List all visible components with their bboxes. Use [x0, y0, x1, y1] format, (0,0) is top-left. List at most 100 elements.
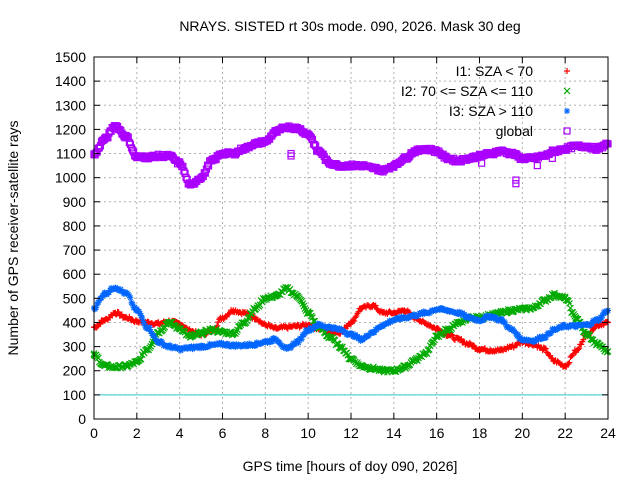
y-tick-label: 1300: [55, 97, 86, 113]
y-tick-label: 900: [63, 194, 87, 210]
plot-frame: [93, 56, 609, 420]
data-point-i3: [95, 299, 102, 306]
data-point-i1: [576, 345, 583, 352]
data-point-i1: [225, 310, 232, 317]
x-tick-label: 2: [133, 425, 141, 441]
x-tick-label: 8: [261, 425, 269, 441]
data-point-i3: [558, 324, 565, 331]
data-point-i3: [183, 343, 190, 350]
y-axis-label: Number of GPS receiver-satellite rays: [5, 121, 21, 356]
data-point-i3: [105, 289, 112, 296]
data-point-i3: [93, 304, 100, 311]
data-point-i1: [470, 342, 477, 349]
data-point-i3: [502, 319, 509, 326]
data-point-i3: [342, 329, 349, 336]
data-point-i3: [152, 335, 159, 342]
data-point-i2: [588, 336, 596, 344]
data-point-i2: [143, 346, 150, 353]
outlier-point-global: [478, 159, 486, 167]
data-point-i3: [268, 338, 275, 345]
y-tick-label: 400: [63, 314, 87, 330]
y-tick-label: 1400: [55, 73, 86, 89]
data-point-i3: [150, 332, 157, 339]
data-point-i1: [372, 302, 379, 309]
x-tick-label: 10: [300, 425, 316, 441]
data-point-i3: [594, 316, 601, 323]
data-point-i2: [287, 289, 295, 297]
outlier-point-global: [512, 176, 520, 184]
outlier-point-global: [548, 154, 556, 162]
data-point-i3: [147, 328, 154, 335]
data-point-i1: [580, 336, 587, 343]
data-point-i1: [118, 311, 125, 318]
legend-label-i2: I2: 70 <= SZA <= 110: [401, 83, 533, 99]
data-point-i3: [509, 325, 516, 332]
data-point-i1: [578, 341, 585, 348]
y-tick-label: 1100: [56, 146, 86, 162]
data-point-i3: [98, 294, 105, 301]
data-point-i1: [352, 314, 359, 321]
data-point-i3: [135, 308, 142, 315]
y-tick-label: 1500: [55, 49, 86, 65]
data-point-i1: [590, 326, 597, 333]
data-point-i3: [245, 343, 252, 350]
tick-labels: 0 2 4 6 8 10 12 14 16 18 20 22 240100200300400500600…: [55, 49, 616, 441]
data-point-i3: [127, 294, 134, 301]
data-point-i1: [575, 346, 582, 353]
x-tick-label: 18: [472, 425, 488, 441]
data-point-i3: [515, 331, 522, 338]
data-point-i2: [133, 357, 141, 365]
legend-label-i3: I3: SZA > 110: [449, 103, 533, 119]
data-point-i1: [542, 345, 549, 352]
data-point-i3: [288, 345, 295, 352]
data-point-i3: [455, 311, 462, 317]
y-tick-label: 1200: [55, 121, 86, 137]
data-point-i3: [538, 335, 545, 342]
data-point-i3: [270, 335, 277, 342]
legend-label-global: global: [496, 123, 533, 139]
x-axis-label: GPS time [hours of doy 090, 2026]: [243, 458, 458, 474]
data-point-i1: [449, 332, 456, 339]
x-tick-label: 16: [429, 425, 445, 441]
data-point-i2: [94, 354, 102, 362]
data-point-i3: [489, 313, 496, 320]
data-point-i3: [232, 344, 239, 351]
data-point-i3: [354, 333, 361, 340]
data-point-i2: [339, 343, 346, 351]
y-tick-label: 300: [63, 339, 87, 355]
plot-border: [93, 56, 609, 420]
data-point-i3: [289, 342, 296, 349]
data-point-i1: [566, 359, 573, 366]
data-point-i3: [512, 330, 519, 337]
data-point-i3: [133, 305, 140, 312]
data-point-i3: [561, 321, 568, 328]
x-tick-label: 24: [600, 425, 616, 441]
data-point-i3: [599, 312, 606, 319]
data-point-i3: [480, 317, 487, 324]
data-point-i2: [504, 305, 512, 313]
data-point-i3: [572, 324, 579, 331]
data-point-i1: [565, 360, 572, 367]
series-density-i3: [91, 284, 610, 354]
data-point-global: [127, 144, 136, 152]
data-point-i3: [117, 286, 124, 293]
legend-marker-global: [563, 127, 571, 135]
data-point-i3: [336, 325, 343, 332]
data-point-i1: [97, 320, 104, 327]
data-point-i3: [126, 292, 133, 299]
data-point-i1: [215, 319, 222, 326]
x-tick-label: 14: [386, 425, 402, 441]
legend-marker-i1: [564, 68, 570, 74]
data-point-i3: [138, 312, 145, 319]
data-point-i3: [598, 315, 605, 322]
data-point-i3: [542, 334, 549, 341]
data-point-i1: [457, 336, 464, 343]
legend: I1: SZA < 70 I2: 70 <= SZA <= 110 I3: SZA …: [401, 63, 571, 139]
data-point-i3: [292, 340, 299, 347]
data-point-i3: [107, 287, 114, 294]
data-point-i3: [548, 329, 555, 336]
data-point-i3: [146, 324, 153, 331]
data-point-i3: [498, 315, 505, 322]
data-point-i3: [189, 346, 196, 353]
